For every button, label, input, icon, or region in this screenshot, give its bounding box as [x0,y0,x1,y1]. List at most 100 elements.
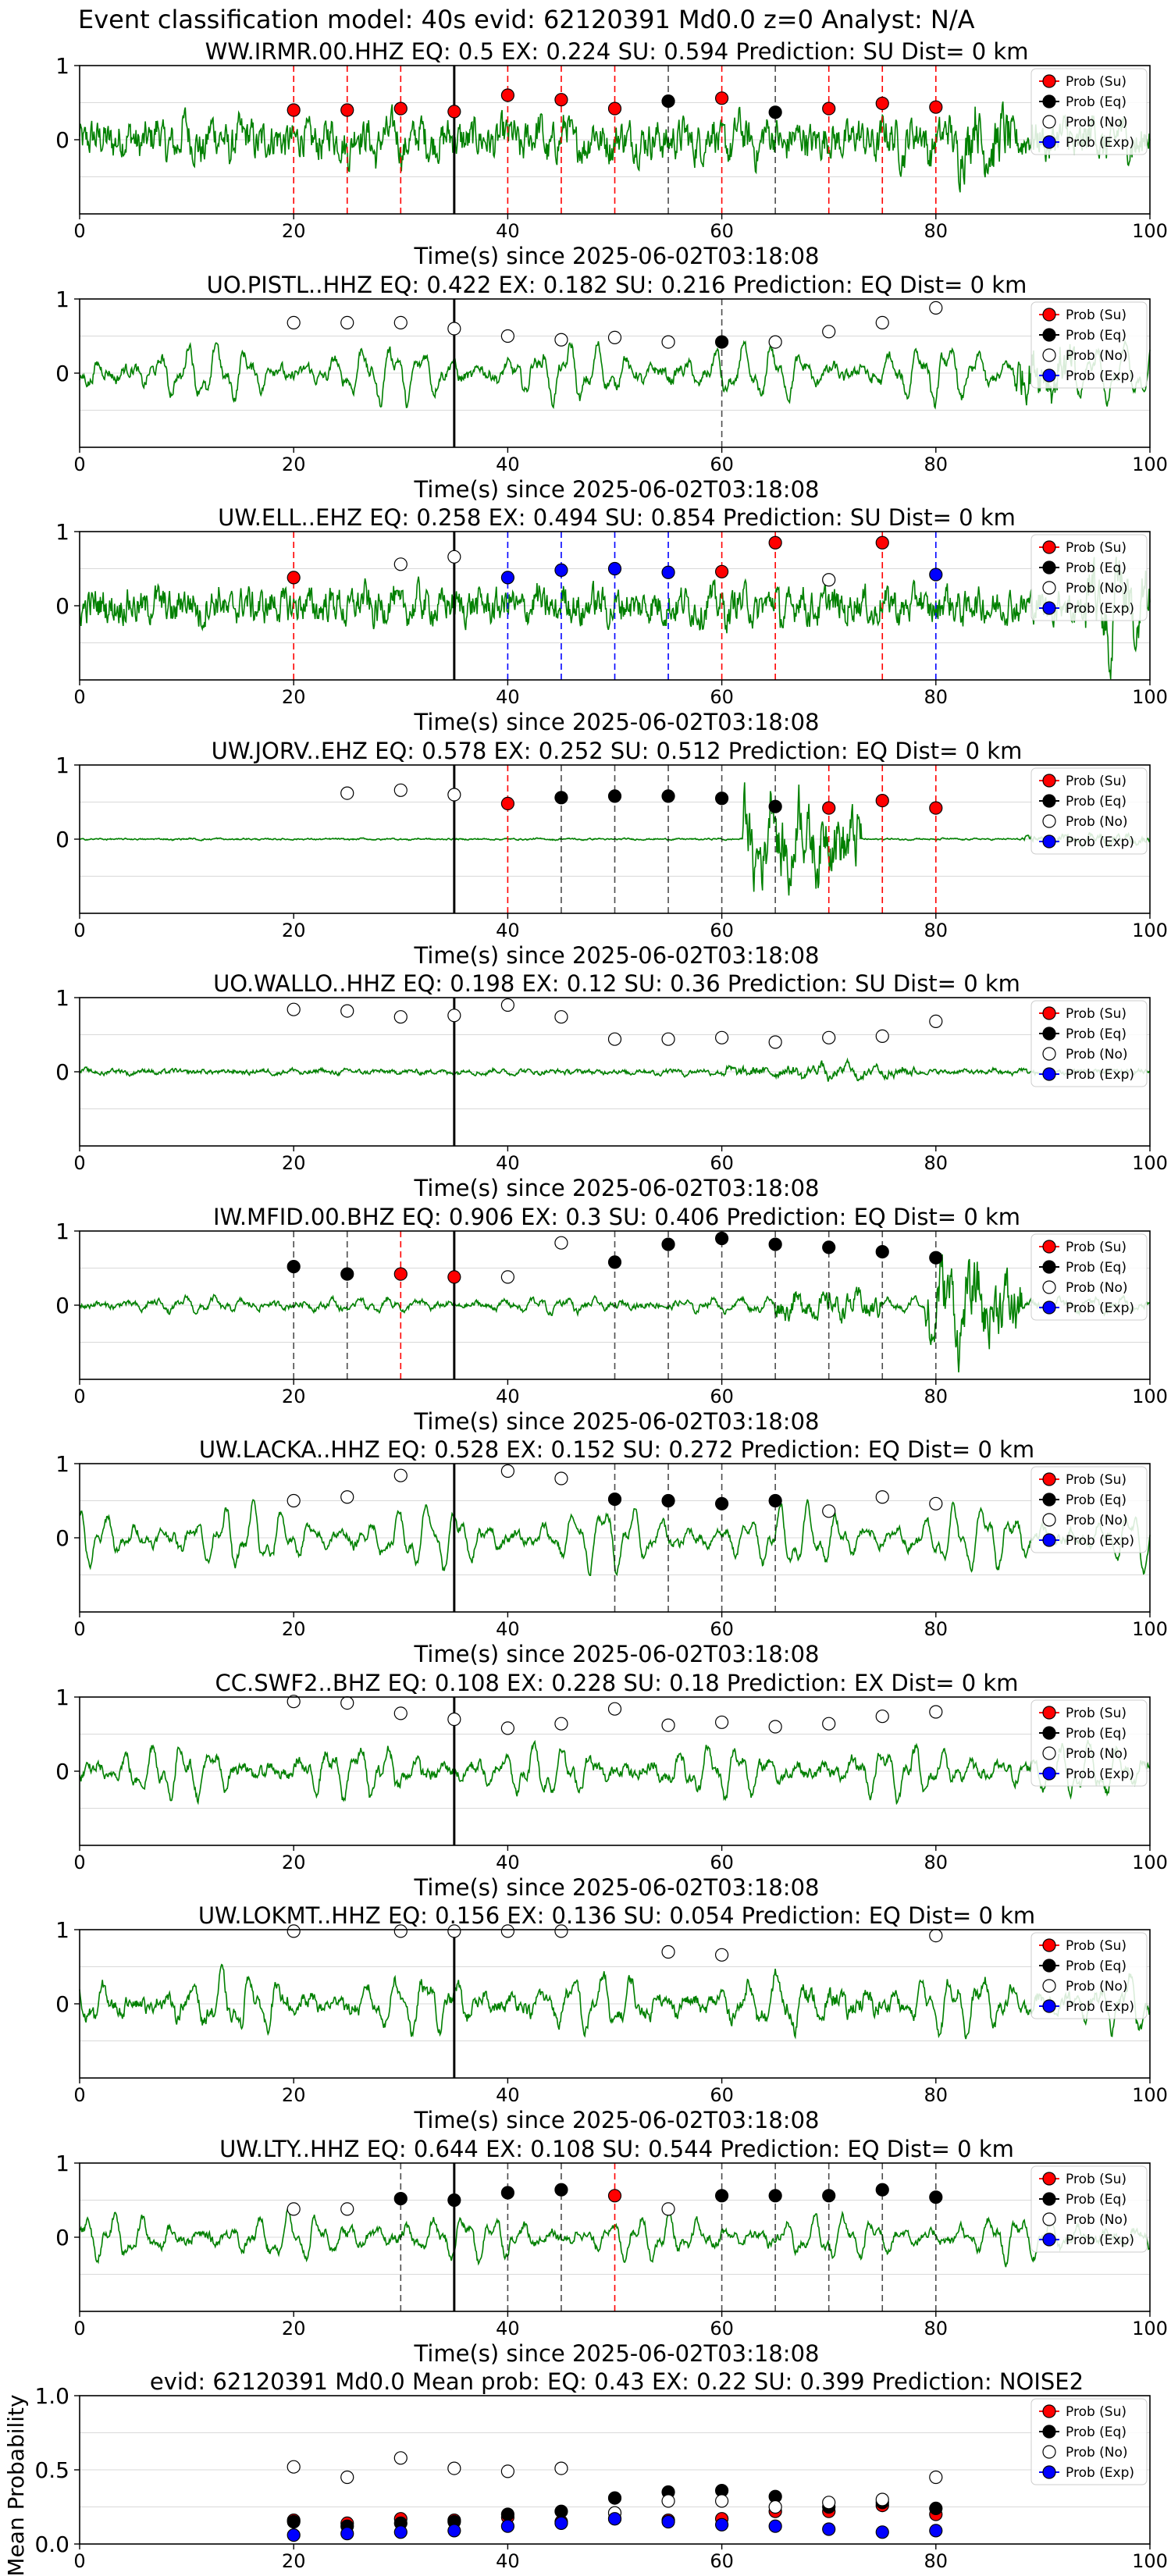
legend-label-eq: Prob (Eq) [1066,560,1127,576]
x-tick-label: 100 [1132,220,1168,242]
y-tick-label: 0.0 [34,2532,69,2557]
x-tick-label: 60 [710,2084,734,2106]
y-tick-label: 0 [55,1059,69,1085]
prob-marker-su [500,796,515,811]
prob-marker-eq [768,2189,782,2203]
mean-marker-exp [447,2524,461,2538]
prob-marker-no [768,1035,782,1049]
x-tick-label: 80 [924,2550,949,2572]
prob-marker-su [447,1270,461,1284]
x-axis-label: Time(s) since 2025-06-02T03:18:08 [414,476,820,503]
legend-label-su: Prob (Su) [1066,774,1127,789]
y-tick-label: 1 [55,1451,69,1477]
x-tick-label: 80 [924,1852,949,1873]
x-tick-label: 80 [924,1618,949,1640]
prob-marker-su [340,103,354,117]
x-tick-label: 40 [496,220,520,242]
x-tick-label: 20 [282,686,306,708]
prob-marker-eq [714,792,729,806]
x-tick-label: 80 [924,454,949,475]
prob-marker-no [607,330,622,344]
y-tick-label: 0 [55,361,69,386]
legend-label-exp: Prob (Exp) [1066,601,1134,617]
y-tick-label: 1 [55,519,69,545]
prob-marker-eq [875,1244,889,1259]
prob-marker-no [929,1496,943,1510]
prob-marker-eq [768,799,782,813]
legend-label-eq: Prob (Eq) [1066,94,1127,110]
legend-label-eq: Prob (Eq) [1066,2425,1127,2440]
legend-marker-eq [1042,1260,1056,1274]
prob-marker-no [340,315,354,329]
prob-marker-no [875,315,889,329]
x-tick-label: 100 [1132,2084,1168,2106]
prob-marker-eq [714,335,729,349]
chart-panel-5: UO.WALLO..HHZ EQ: 0.198 EX: 0.12 SU: 0.3… [55,970,1168,1201]
legend-marker-exp [1042,1067,1056,1081]
waveform-line [79,1963,1151,2040]
mean-marker-exp [875,2525,889,2539]
mean-marker-exp [661,2514,675,2529]
waveform-line [79,1057,1151,1082]
legend-marker-su [1042,1938,1056,1952]
prob-marker-no [929,1929,943,1943]
legend-label-su: Prob (Su) [1066,1006,1127,1022]
legend-marker-exp [1042,1767,1056,1781]
legend-label-no: Prob (No) [1066,2212,1128,2228]
legend-label-no: Prob (No) [1066,814,1128,830]
prob-marker-eq [768,105,782,119]
legend-marker-eq [1042,2425,1056,2439]
prob-marker-no [287,1493,301,1508]
legend-marker-su [1042,308,1056,322]
panel-title: IW.MFID.00.BHZ EQ: 0.906 EX: 0.3 SU: 0.4… [213,1204,1020,1230]
legend-marker-exp [1042,1999,1056,2013]
prob-marker-no [393,1706,408,1720]
prob-marker-no [661,2202,675,2216]
chart-panel-1: WW.IRMR.00.HHZ EQ: 0.5 EX: 0.224 SU: 0.5… [55,38,1168,269]
x-tick-label: 0 [73,1152,85,1174]
mean-marker-no [393,2451,408,2465]
x-tick-label: 60 [710,1386,734,1407]
legend-marker-exp [1042,1533,1056,1547]
prob-marker-eq [554,2183,568,2197]
legend-marker-no [1042,1746,1056,1760]
legend-label-no: Prob (No) [1066,348,1128,364]
prob-marker-no [714,1030,729,1044]
prob-marker-su [822,801,836,815]
prob-marker-eq [554,791,568,805]
legend-label-su: Prob (Su) [1066,308,1127,323]
prob-marker-no [447,1712,461,1727]
legend-marker-eq [1042,1726,1056,1740]
legend-label-su: Prob (Su) [1066,2404,1127,2420]
prob-marker-no [661,335,675,349]
mean-marker-exp [929,2524,943,2538]
prob-marker-su [875,535,889,550]
legend-label-eq: Prob (Eq) [1066,328,1127,343]
prob-marker-no [822,325,836,339]
legend-marker-no [1042,1047,1056,1061]
mean-marker-exp [822,2522,836,2536]
legend-box [1030,301,1148,389]
x-tick-label: 0 [73,686,85,708]
prob-marker-eq [340,1267,354,1281]
prob-marker-no [822,1717,836,1731]
legend-label-no: Prob (No) [1066,115,1128,130]
legend-label-eq: Prob (Eq) [1066,1260,1127,1276]
prob-marker-eq [714,2189,729,2203]
x-tick-label: 40 [496,454,520,475]
prob-marker-no [554,1471,568,1485]
y-axis-label: Mean Probability [3,2394,29,2576]
x-tick-label: 80 [924,686,949,708]
x-tick-label: 20 [282,1852,306,1873]
legend-marker-su [1042,1706,1056,1720]
panel-title: evid: 62120391 Md0.0 Mean prob: EQ: 0.43… [150,2368,1084,2395]
legend-marker-eq [1042,328,1056,342]
x-tick-label: 20 [282,454,306,475]
prob-marker-no [393,783,408,797]
legend-label-eq: Prob (Eq) [1066,794,1127,809]
prob-marker-no [500,1464,515,1478]
legend-marker-no [1042,2445,1056,2459]
mean-marker-exp [287,2528,301,2542]
x-tick-label: 60 [710,1152,734,1174]
x-tick-label: 80 [924,920,949,941]
